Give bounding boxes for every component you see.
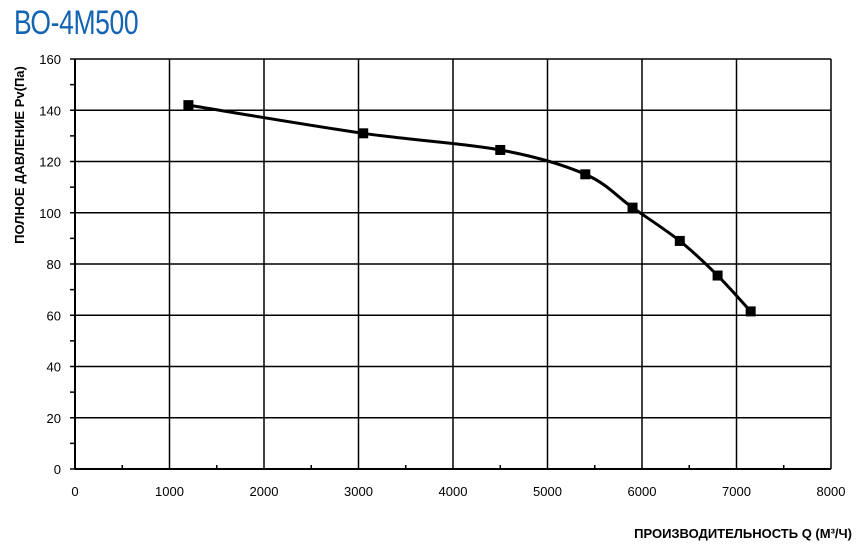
y-tick-label: 60: [47, 308, 61, 323]
data-point: [580, 169, 591, 180]
y-tick-label: 140: [39, 103, 61, 118]
y-tick-label: 100: [39, 206, 61, 221]
data-point: [183, 100, 194, 111]
x-tick-label: 3000: [344, 484, 373, 499]
data-point: [674, 235, 685, 246]
data-point: [358, 128, 369, 139]
x-tick-label: 2000: [250, 484, 279, 499]
data-point: [495, 144, 506, 155]
y-axis-label: ПОЛНОЕ ДАВЛЕНИЕ Pv(Па): [12, 66, 27, 244]
y-tick-label: 120: [39, 155, 61, 170]
chart-title: ВО-4М500: [14, 4, 139, 42]
y-tick-label: 80: [47, 257, 61, 272]
x-tick-label: 4000: [439, 484, 468, 499]
y-tick-label: 160: [39, 52, 61, 67]
data-point: [745, 306, 756, 317]
x-tick-label: 6000: [628, 484, 657, 499]
y-tick-label: 40: [47, 360, 61, 375]
x-axis-label: ПРОИЗВОДИТЕЛЬНОСТЬ Q (М³/Ч): [634, 526, 852, 541]
x-tick-label: 5000: [533, 484, 562, 499]
y-tick-label: 0: [54, 462, 61, 477]
x-tick-label: 1000: [155, 484, 184, 499]
y-tick-label: 20: [47, 411, 61, 426]
series-line: [188, 103, 752, 313]
data-point: [627, 202, 638, 213]
x-tick-label: 8000: [817, 484, 846, 499]
x-tick-label: 0: [71, 484, 78, 499]
x-tick-label: 7000: [722, 484, 751, 499]
data-point: [712, 270, 723, 281]
